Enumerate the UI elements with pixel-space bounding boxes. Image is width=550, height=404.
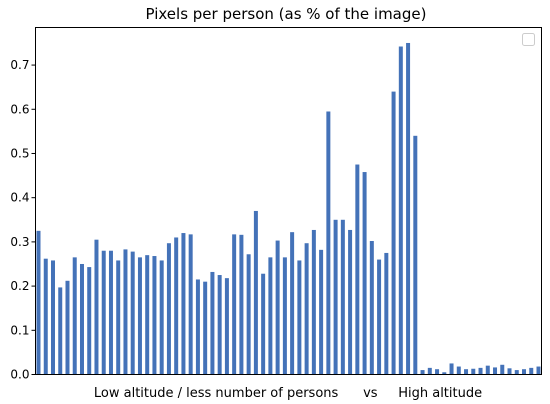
bar [326, 111, 331, 375]
bar [340, 219, 345, 375]
bar [362, 172, 367, 375]
bar [268, 257, 273, 375]
bar [406, 42, 411, 375]
y-tick-label: 0.6 [10, 102, 29, 116]
bar [514, 370, 519, 375]
bar [232, 234, 237, 375]
bar [355, 164, 360, 375]
bar [210, 271, 215, 375]
bar [181, 233, 186, 375]
bar [384, 252, 389, 375]
bar [290, 232, 295, 375]
bar [101, 250, 106, 375]
bar [87, 267, 92, 375]
bar [478, 367, 483, 375]
bar [529, 367, 534, 375]
bar [116, 260, 121, 375]
y-axis: 0.0 0.1 0.2 0.3 0.4 0.5 0.6 0.7 [10, 58, 36, 382]
bar [456, 366, 461, 375]
y-tick-label: 0.0 [10, 368, 29, 382]
bar [369, 241, 374, 375]
bar [58, 287, 63, 375]
bar [282, 257, 287, 375]
legend-box [522, 33, 535, 46]
plot-frame [35, 27, 542, 375]
bar [65, 280, 70, 375]
bar [50, 260, 55, 375]
bar [72, 257, 77, 375]
bar [464, 369, 469, 375]
bar [253, 210, 258, 375]
bar [427, 367, 432, 375]
bar [311, 229, 316, 375]
bar [174, 237, 179, 375]
bar [261, 273, 266, 375]
bar [145, 255, 150, 375]
bar [398, 46, 403, 375]
y-tick-label: 0.5 [10, 146, 29, 160]
bar [348, 229, 353, 375]
bar [536, 366, 541, 375]
bar [522, 369, 527, 375]
bar [166, 243, 171, 375]
bar [471, 368, 476, 375]
bar [275, 240, 280, 375]
bar [413, 135, 418, 375]
bar [36, 230, 41, 375]
bar [130, 251, 135, 375]
bar [152, 256, 157, 375]
bar [435, 369, 440, 375]
bars-group [36, 42, 541, 375]
bar [94, 239, 99, 375]
bar [319, 249, 324, 375]
bar [188, 234, 193, 375]
bar [224, 278, 229, 375]
y-tick-label: 0.3 [10, 235, 29, 249]
bar [108, 250, 113, 375]
x-axis-label: Low altitude / less number of persons vs… [94, 386, 482, 401]
bar [420, 370, 425, 375]
bar [297, 260, 302, 375]
bar [507, 368, 512, 375]
bar [123, 249, 128, 375]
y-tick-label: 0.2 [10, 279, 29, 293]
bar [203, 281, 208, 375]
bar [493, 367, 498, 375]
bar [391, 91, 396, 375]
bar [195, 279, 200, 375]
bar [449, 363, 454, 375]
chart-title: Pixels per person (as % of the image) [146, 5, 427, 23]
bar [500, 364, 505, 375]
bar [239, 234, 244, 375]
bar [377, 259, 382, 375]
bar [485, 365, 490, 375]
bar [304, 243, 309, 375]
y-tick-label: 0.4 [10, 191, 29, 205]
bar [442, 372, 447, 375]
bar [79, 263, 84, 375]
bar [43, 258, 48, 375]
bar [137, 257, 142, 375]
bar [333, 219, 338, 375]
y-tick-label: 0.1 [10, 323, 29, 337]
bar [246, 254, 251, 375]
bar [159, 260, 164, 375]
bar [217, 275, 222, 375]
y-tick-label: 0.7 [10, 58, 29, 72]
